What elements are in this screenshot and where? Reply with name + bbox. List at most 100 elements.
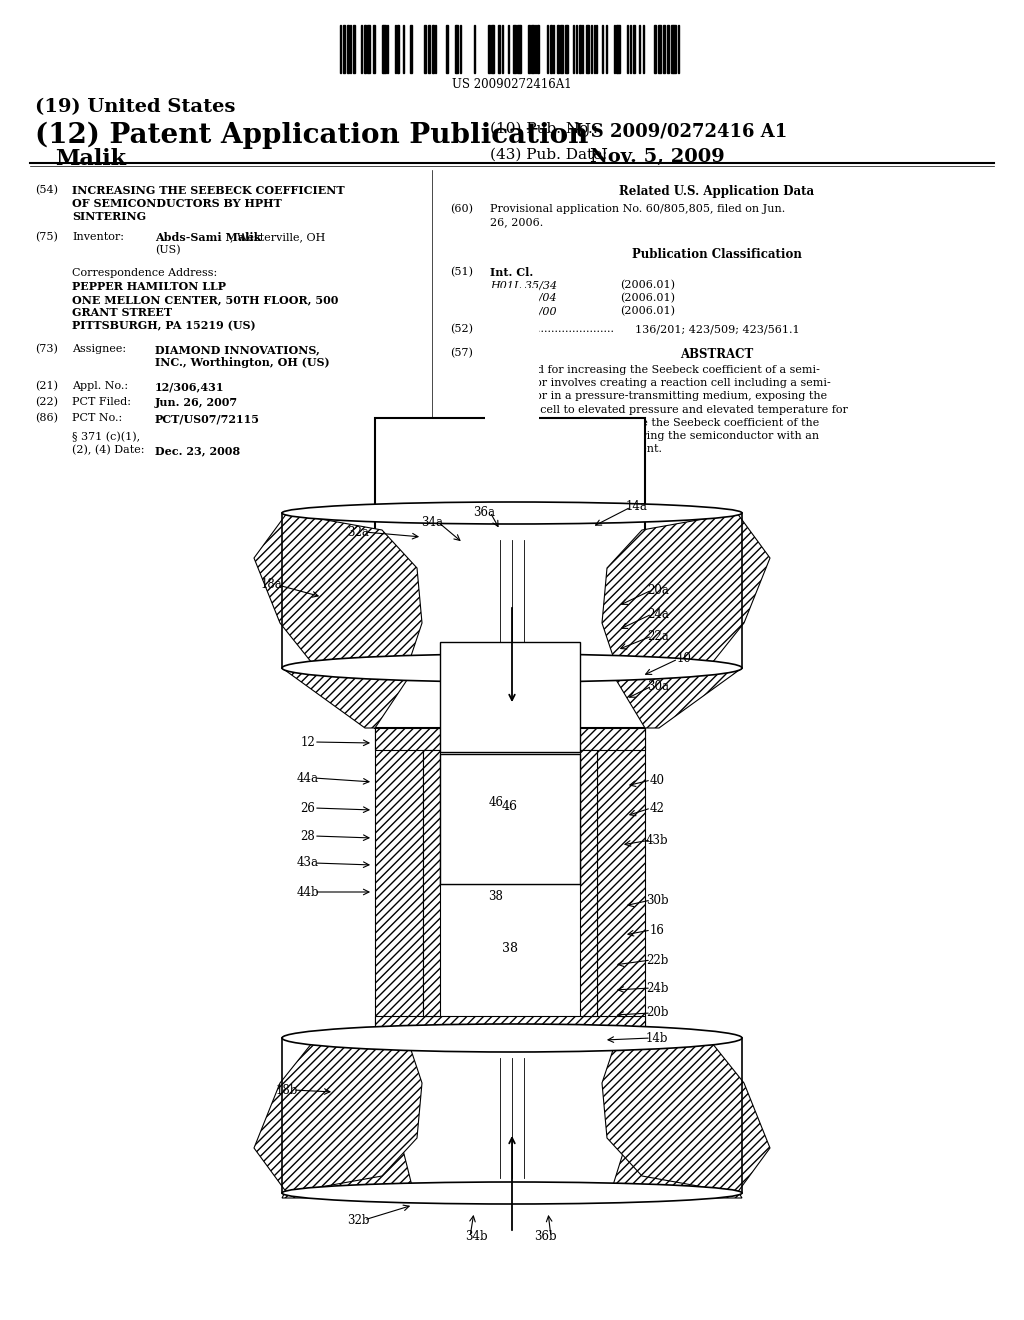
Text: (57): (57) xyxy=(450,348,473,358)
Text: 36b: 36b xyxy=(534,1230,556,1243)
Bar xyxy=(528,25,530,73)
Polygon shape xyxy=(282,668,415,729)
Text: Nov. 5, 2009: Nov. 5, 2009 xyxy=(590,148,725,166)
Text: INCREASING THE SEEBECK COEFFICIENT: INCREASING THE SEEBECK COEFFICIENT xyxy=(72,185,345,195)
Bar xyxy=(373,25,375,73)
Text: Jun. 26, 2007: Jun. 26, 2007 xyxy=(155,397,239,408)
Text: 43a: 43a xyxy=(297,857,319,870)
Polygon shape xyxy=(254,1038,422,1193)
Text: Abds-Sami Malik: Abds-Sami Malik xyxy=(155,232,261,243)
Bar xyxy=(550,25,552,73)
Text: 32a: 32a xyxy=(347,525,369,539)
Text: PCT Filed:: PCT Filed: xyxy=(72,397,131,407)
Text: 43b: 43b xyxy=(646,833,669,846)
Text: (52): (52) xyxy=(450,323,473,334)
Bar xyxy=(663,25,665,73)
Text: A method for increasing the Seebeck coefficient of a semi-
conductor involves cr: A method for increasing the Seebeck coef… xyxy=(490,366,848,454)
Text: (12) Patent Application Publication: (12) Patent Application Publication xyxy=(35,121,589,149)
Bar xyxy=(490,25,493,73)
Text: 18b: 18b xyxy=(275,1084,298,1097)
Text: US 20090272416A1: US 20090272416A1 xyxy=(453,78,571,91)
Polygon shape xyxy=(375,729,423,1038)
Bar xyxy=(498,25,500,73)
Bar xyxy=(658,25,662,73)
Text: DIAMOND INNOVATIONS,: DIAMOND INNOVATIONS, xyxy=(155,345,319,355)
Polygon shape xyxy=(580,750,597,1016)
Text: 24a: 24a xyxy=(647,607,669,620)
Text: 46: 46 xyxy=(488,796,504,809)
Text: 30b: 30b xyxy=(646,894,669,907)
Polygon shape xyxy=(282,1038,415,1199)
Text: 14b: 14b xyxy=(646,1031,669,1044)
Ellipse shape xyxy=(282,1181,742,1204)
Text: PCT No.:: PCT No.: xyxy=(72,413,122,422)
Text: (86): (86) xyxy=(35,413,58,424)
Ellipse shape xyxy=(282,502,742,524)
Bar xyxy=(383,25,386,73)
Text: 30a: 30a xyxy=(647,680,669,693)
Bar xyxy=(671,25,673,73)
Bar xyxy=(517,25,520,73)
Text: 38: 38 xyxy=(488,891,504,903)
Bar xyxy=(410,25,412,73)
Text: 34b: 34b xyxy=(465,1230,487,1243)
Text: Assignee:: Assignee: xyxy=(72,345,126,354)
Text: 22b: 22b xyxy=(646,953,669,966)
Text: 12: 12 xyxy=(301,735,315,748)
Polygon shape xyxy=(597,729,645,1038)
Polygon shape xyxy=(602,513,770,668)
Text: GRANT STREET: GRANT STREET xyxy=(72,308,172,318)
Bar xyxy=(485,878,539,1038)
Bar xyxy=(513,25,516,73)
Text: (43) Pub. Date:: (43) Pub. Date: xyxy=(490,148,607,162)
Text: Dec. 23, 2008: Dec. 23, 2008 xyxy=(155,445,240,455)
Bar xyxy=(440,642,580,752)
Bar xyxy=(617,25,620,73)
Bar xyxy=(565,25,567,73)
Text: 28: 28 xyxy=(301,829,315,842)
Text: SINTERING: SINTERING xyxy=(72,211,146,222)
Bar xyxy=(488,25,490,73)
Text: Provisional application No. 60/805,805, filed on Jun.: Provisional application No. 60/805,805, … xyxy=(490,205,785,214)
Text: Publication Classification: Publication Classification xyxy=(632,248,802,261)
Text: (US): (US) xyxy=(155,246,180,255)
Text: US 2009/0272416 A1: US 2009/0272416 A1 xyxy=(575,121,787,140)
Text: 26, 2006.: 26, 2006. xyxy=(490,216,544,227)
Bar xyxy=(673,25,676,73)
Text: Int. Cl.: Int. Cl. xyxy=(490,267,534,279)
Text: H01L 35/34: H01L 35/34 xyxy=(490,280,557,290)
Bar xyxy=(424,25,426,73)
Text: 44a: 44a xyxy=(297,771,319,784)
Polygon shape xyxy=(440,862,580,884)
Text: 38: 38 xyxy=(502,942,518,956)
Bar xyxy=(531,25,534,73)
Bar xyxy=(367,25,370,73)
Text: (75): (75) xyxy=(35,232,58,243)
Text: Malik: Malik xyxy=(55,148,126,170)
Text: 18a: 18a xyxy=(261,578,283,591)
Text: (2006.01): (2006.01) xyxy=(620,293,675,304)
Bar xyxy=(428,25,430,73)
Ellipse shape xyxy=(282,1024,742,1052)
Text: 32b: 32b xyxy=(347,1213,370,1226)
Text: (2006.01): (2006.01) xyxy=(620,280,675,290)
Text: 26: 26 xyxy=(301,801,315,814)
Bar xyxy=(485,288,539,508)
Text: 44b: 44b xyxy=(297,886,319,899)
Text: Appl. No.:: Appl. No.: xyxy=(72,381,128,391)
Text: C01B 17/00: C01B 17/00 xyxy=(490,306,557,315)
Text: PCT/US07/72115: PCT/US07/72115 xyxy=(155,413,260,424)
Polygon shape xyxy=(375,729,645,750)
Bar xyxy=(353,25,355,73)
Text: C01B 19/04: C01B 19/04 xyxy=(490,293,557,304)
Text: 40: 40 xyxy=(649,774,665,787)
Text: 20a: 20a xyxy=(647,583,669,597)
Text: 136/201; 423/509; 423/561.1: 136/201; 423/509; 423/561.1 xyxy=(635,323,800,334)
Text: ........................: ........................ xyxy=(530,323,614,334)
Bar xyxy=(456,25,458,73)
Text: (22): (22) xyxy=(35,397,58,408)
Text: PITTSBURGH, PA 15219 (US): PITTSBURGH, PA 15219 (US) xyxy=(72,319,256,331)
Text: (19) United States: (19) United States xyxy=(35,98,236,116)
Bar xyxy=(586,25,588,73)
Text: (60): (60) xyxy=(450,205,473,214)
